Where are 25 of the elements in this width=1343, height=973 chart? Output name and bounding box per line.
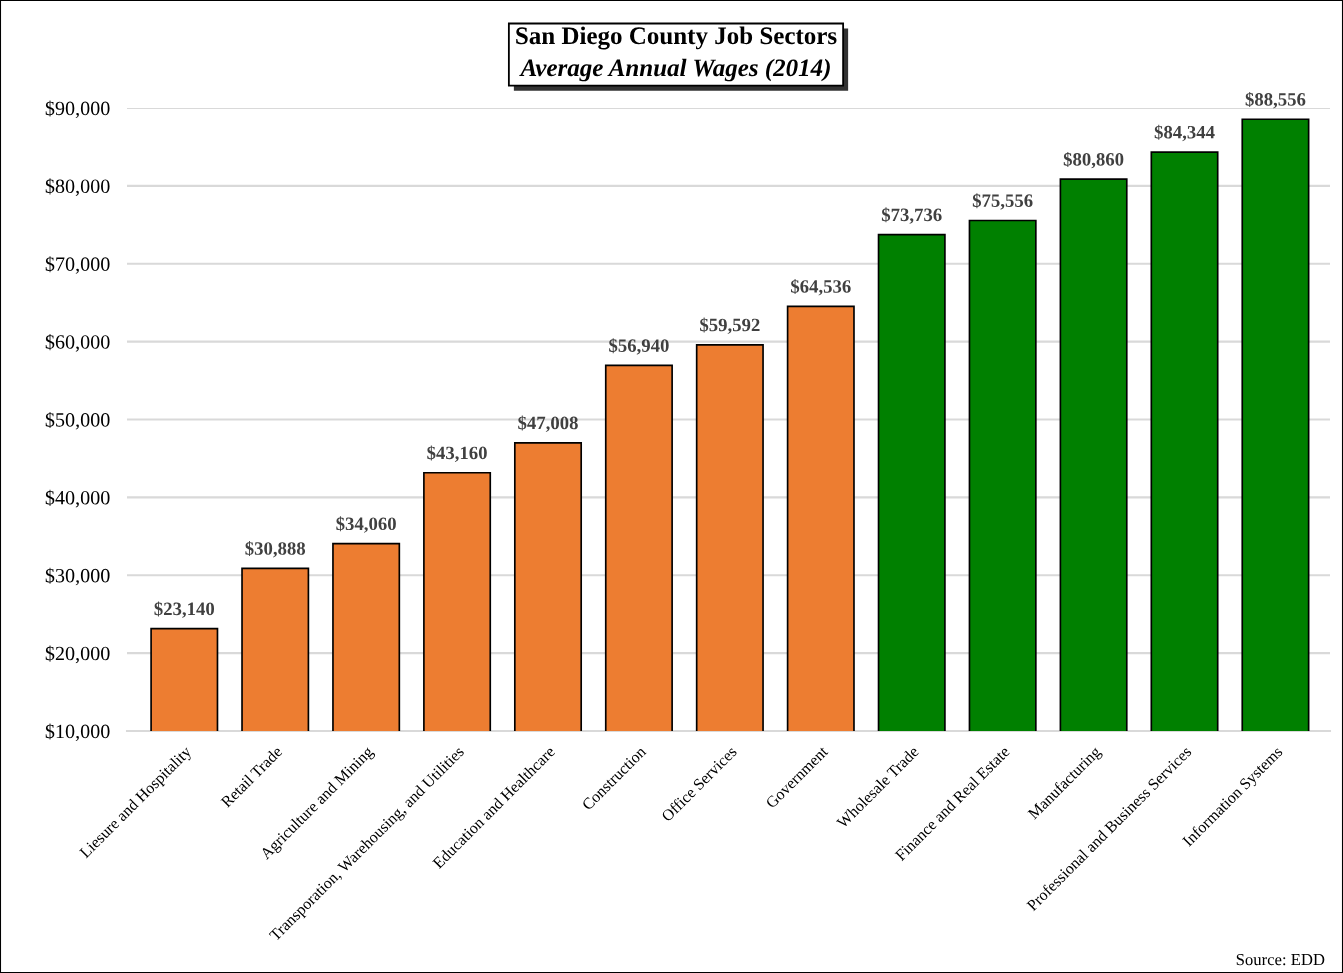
data-label: $59,592	[700, 317, 760, 334]
y-tick-label: $50,000	[45, 411, 110, 430]
source-note: Source: EDD	[1236, 953, 1325, 966]
data-label: $73,736	[881, 207, 942, 224]
chart-subtitle: Average Annual Wages (2014)	[519, 58, 830, 82]
data-label: $30,888	[245, 541, 306, 558]
data-label: $56,940	[609, 338, 669, 355]
y-tick-label: $70,000	[45, 256, 110, 274]
y-tick-label: $90,000	[45, 100, 110, 119]
data-label: $34,060	[336, 516, 396, 533]
data-label: $43,160	[427, 445, 487, 462]
y-tick-label: $40,000	[45, 489, 110, 508]
data-label: $88,556	[1245, 91, 1306, 109]
y-tick-label: $30,000	[45, 567, 110, 586]
data-label: $84,344	[1154, 124, 1215, 142]
y-tick-label: $10,000	[45, 723, 110, 742]
data-label: $23,140	[154, 601, 215, 618]
data-label: $80,860	[1063, 151, 1124, 169]
data-label: $75,556	[972, 193, 1033, 210]
chart-title: San Diego County Job Sectors	[516, 26, 837, 50]
data-label: $47,008	[518, 415, 578, 432]
y-tick-label: $80,000	[45, 178, 110, 196]
y-tick-label: $20,000	[45, 645, 110, 664]
data-label: $64,536	[790, 279, 851, 296]
y-tick-label: $60,000	[45, 334, 110, 352]
